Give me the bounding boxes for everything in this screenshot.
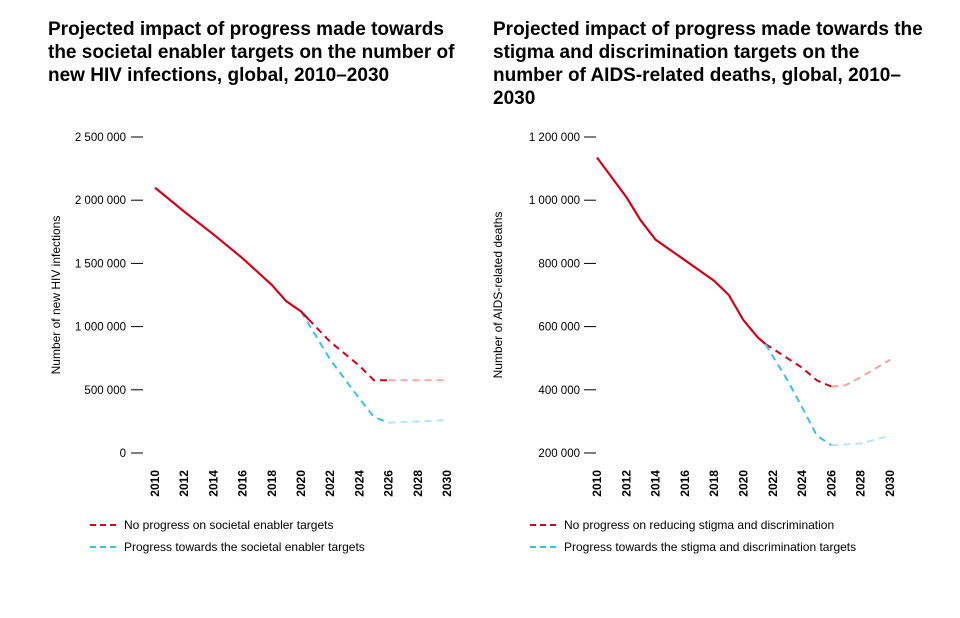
y-tick-label: 1 500 000: [75, 258, 126, 270]
y-tick-label: 1 000 000: [529, 195, 580, 207]
x-tick-label: 2022: [766, 470, 780, 497]
chart-title: Projected impact of progress made toward…: [493, 19, 923, 109]
x-tick-label: 2028: [854, 470, 868, 497]
x-tick-label: 2018: [707, 470, 721, 497]
y-tick-label: 1 000 000: [75, 322, 126, 334]
y-tick-label: 500 000: [84, 385, 126, 397]
x-tick-label: 2012: [177, 470, 191, 497]
legend-item-no-progress: No progress on societal enabler targets: [90, 514, 365, 536]
y-tick-label: 400 000: [538, 385, 580, 397]
series-line-1: [764, 343, 832, 446]
y-tick-label: 1 200 000: [529, 132, 580, 144]
series-line-0: [307, 318, 389, 382]
legend: No progress on societal enabler targets …: [90, 514, 365, 558]
legend-label: Progress towards the societal enabler ta…: [124, 540, 365, 554]
chart-panel-new-hiv-infections: Projected impact of progress made toward…: [48, 19, 455, 558]
legend-item-progress: Progress towards the stigma and discrimi…: [530, 536, 856, 558]
y-tick-label: 2 500 000: [75, 132, 126, 144]
y-tick-label: 600 000: [538, 322, 580, 334]
x-tick-label: 2024: [352, 470, 366, 497]
legend-label: Progress towards the stigma and discrimi…: [564, 540, 857, 554]
x-tick-label: 2016: [236, 470, 250, 497]
x-tick-label: 2024: [795, 470, 809, 497]
x-tick-label: 2010: [148, 470, 162, 497]
x-tick-label: 2014: [649, 470, 663, 497]
y-tick-label: 0: [120, 448, 126, 460]
y-axis-label: Number of new HIV infections: [49, 216, 63, 375]
series-line-projection-1: [831, 434, 891, 447]
x-tick-label: 2026: [824, 470, 838, 497]
series-line-projection-0: [831, 358, 891, 388]
historical-line: [154, 186, 310, 320]
legend-swatch-red-dashed: [90, 524, 116, 526]
legend-label: No progress on reducing stigma and discr…: [564, 518, 835, 532]
x-tick-label: 2010: [590, 470, 604, 497]
x-tick-label: 2018: [265, 470, 279, 497]
legend-item-progress: Progress towards the societal enabler ta…: [90, 536, 365, 558]
x-tick-label: 2020: [737, 470, 751, 497]
series-line-0: [764, 343, 832, 388]
chart-panel-aids-related-deaths: Projected impact of progress made toward…: [480, 0, 960, 618]
y-axis-label: Number of AIDS-related deaths: [491, 212, 505, 379]
y-tick-label: 800 000: [538, 258, 580, 270]
series-line-projection-1: [388, 419, 448, 424]
chart-aids-related-deaths: Number of AIDS-related deaths 200 000 400 …: [491, 132, 897, 497]
x-tick-label: 2022: [323, 470, 337, 497]
legend-label: No progress on societal enabler targets: [124, 518, 334, 532]
x-tick-label: 2014: [206, 470, 220, 497]
x-tick-label: 2026: [382, 470, 396, 497]
chart-new-hiv-infections: Number of new HIV infections 0 500 000 1 00…: [49, 132, 454, 497]
legend-swatch-blue-dashed: [90, 546, 116, 548]
legend: No progress on reducing stigma and discr…: [530, 514, 856, 558]
y-tick-label: 2 000 000: [75, 195, 126, 207]
chart-title: Projected impact of progress made toward…: [48, 19, 455, 86]
legend-swatch-red-dashed: [530, 524, 556, 526]
x-tick-label: 2016: [678, 470, 692, 497]
legend-swatch-blue-dashed: [530, 546, 556, 548]
y-tick-label: 200 000: [538, 448, 580, 460]
historical-line: [596, 156, 767, 345]
x-tick-label: 2030: [883, 470, 897, 497]
x-tick-label: 2012: [619, 470, 633, 497]
x-tick-label: 2020: [294, 470, 308, 497]
x-tick-label: 2028: [411, 470, 425, 497]
x-tick-label: 2030: [440, 470, 454, 497]
legend-item-no-progress: No progress on reducing stigma and discr…: [530, 514, 856, 536]
series-line-1: [300, 310, 389, 424]
